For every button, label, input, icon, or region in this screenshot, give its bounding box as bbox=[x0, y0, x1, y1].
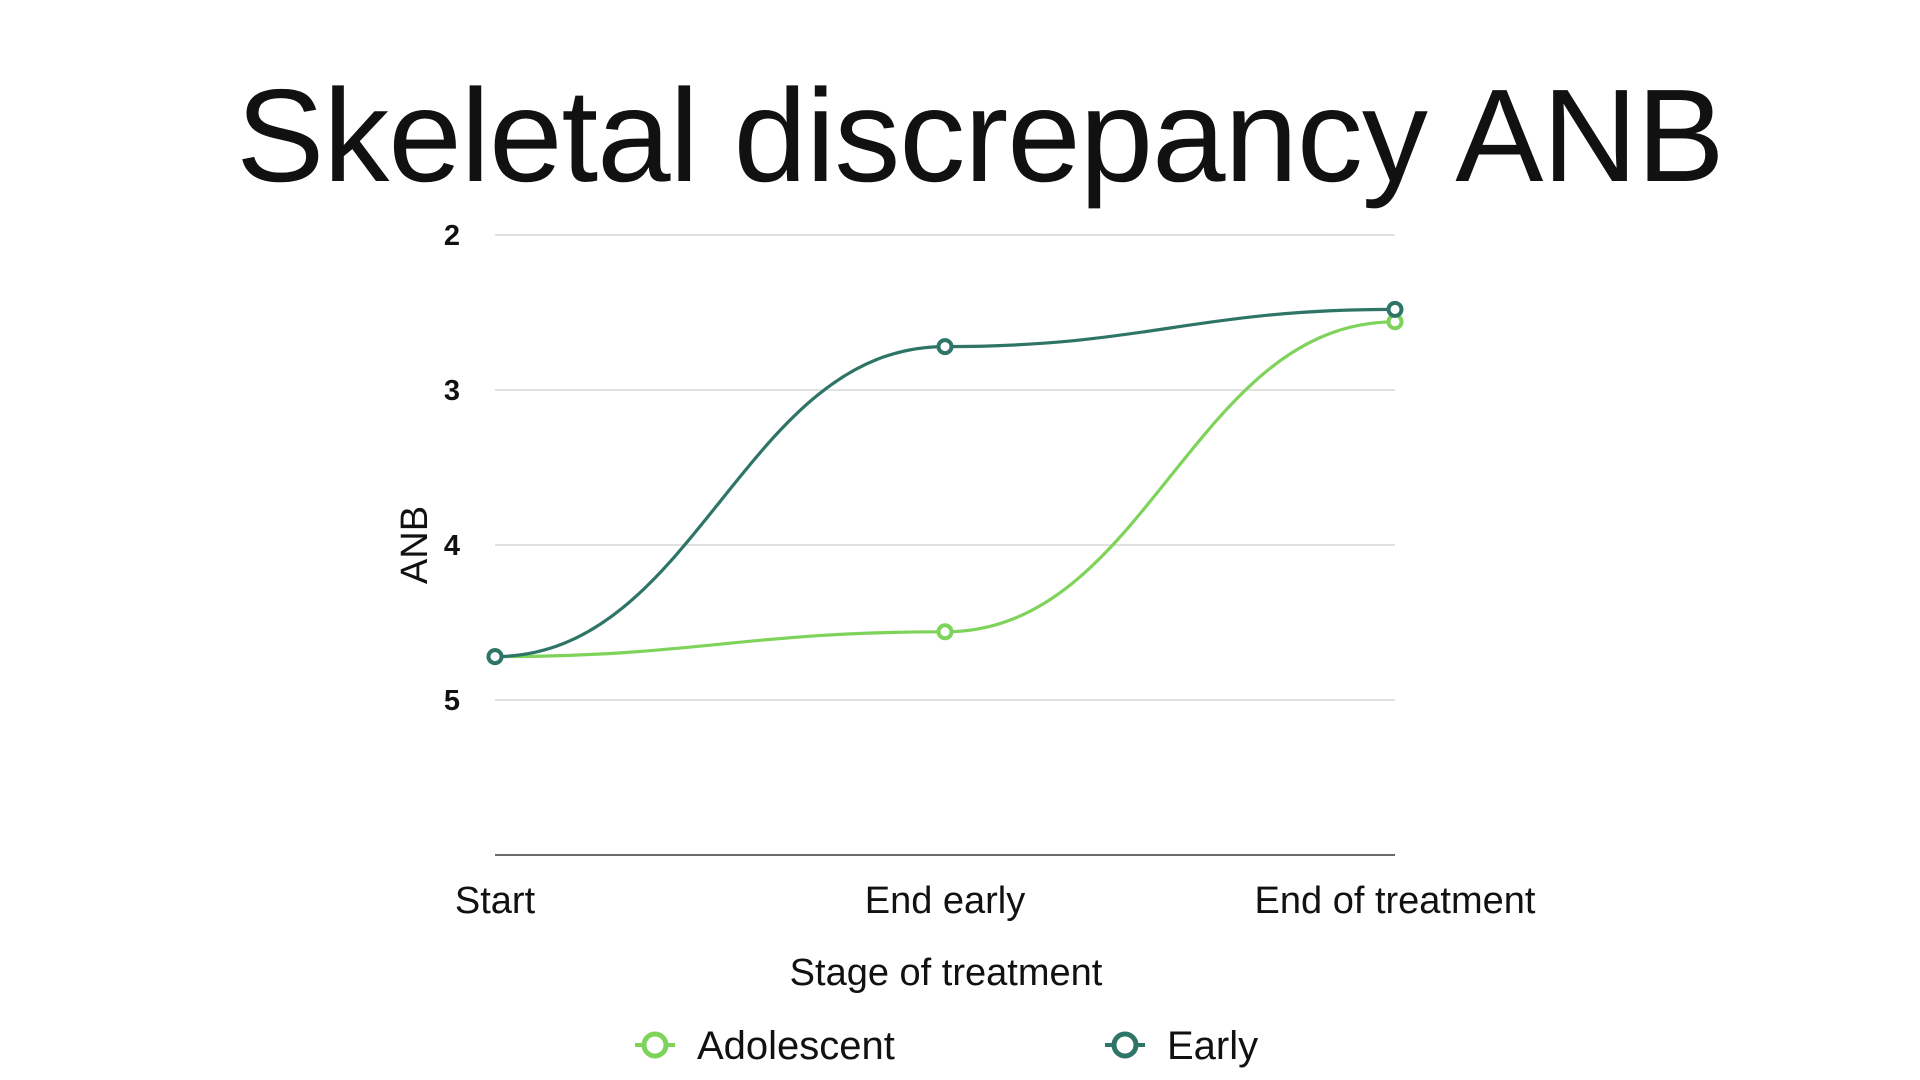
x-axis-ticks: Start End early End of treatment bbox=[455, 880, 1536, 922]
data-point-early bbox=[1386, 300, 1404, 318]
data-point-early bbox=[936, 338, 954, 356]
legend-marker bbox=[1111, 1031, 1139, 1059]
data-point-early bbox=[486, 648, 504, 666]
y-tick-label: 3 bbox=[444, 375, 460, 407]
chart-title: Skeletal discrepancy ANB bbox=[236, 62, 1724, 209]
x-axis-title: Stage of treatment bbox=[790, 952, 1103, 994]
x-tick-label: End of treatment bbox=[1255, 880, 1536, 922]
data-point-adolescent bbox=[936, 623, 954, 641]
y-axis-title: ANB bbox=[394, 506, 436, 584]
y-axis-ticks: 2 3 4 5 bbox=[444, 220, 460, 717]
x-tick-label: End early bbox=[865, 880, 1026, 922]
y-tick-label: 5 bbox=[444, 685, 460, 717]
series-line-early bbox=[494, 307, 1396, 659]
y-tick-label: 2 bbox=[444, 220, 460, 252]
series-lines bbox=[486, 300, 1404, 666]
legend: Adolescent Early bbox=[635, 1024, 1258, 1068]
gridlines bbox=[495, 234, 1395, 856]
legend-label: Adolescent bbox=[697, 1024, 895, 1068]
y-tick-label: 4 bbox=[444, 530, 460, 562]
x-tick-label: Start bbox=[455, 880, 536, 922]
legend-marker bbox=[641, 1031, 669, 1059]
legend-label: Early bbox=[1167, 1024, 1258, 1068]
series-line-adolescent bbox=[494, 320, 1396, 659]
